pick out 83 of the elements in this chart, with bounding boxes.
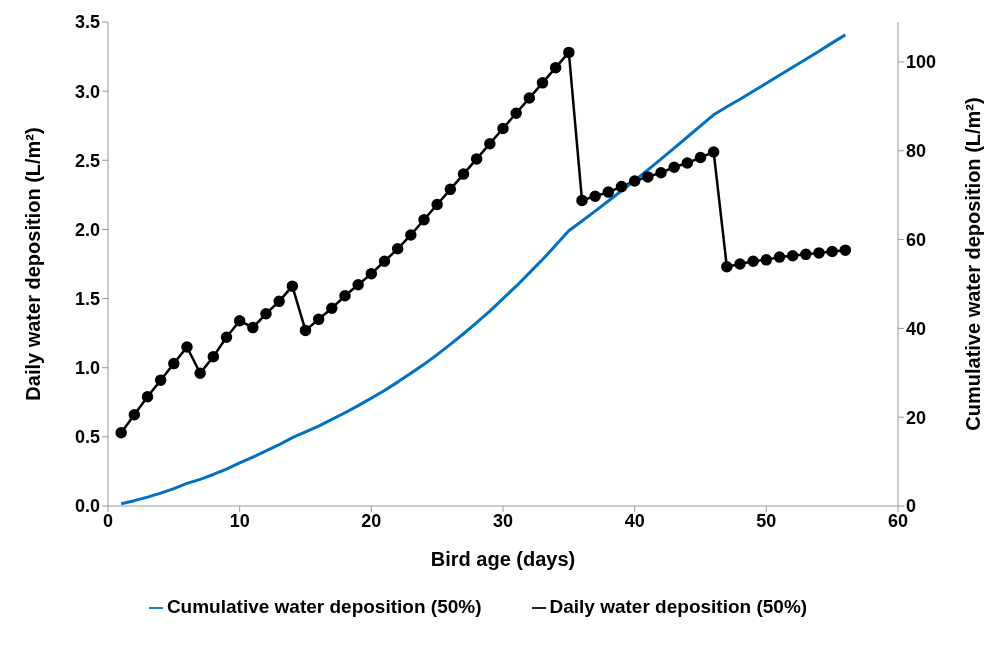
x-tick-label: 60 xyxy=(887,510,909,531)
point xyxy=(510,107,522,120)
point xyxy=(615,180,628,193)
y-tick-label: 1.5 xyxy=(74,288,100,309)
point xyxy=(826,245,838,258)
point xyxy=(576,194,588,207)
x-tick-label: 10 xyxy=(229,510,250,531)
point xyxy=(378,255,391,267)
point xyxy=(734,258,746,270)
point xyxy=(299,324,312,337)
point xyxy=(497,122,509,135)
line-series xyxy=(119,33,847,506)
point xyxy=(470,153,483,165)
point xyxy=(115,426,127,439)
y-axis-title: Daily water deposition (L/m²) xyxy=(22,127,45,401)
point xyxy=(431,198,443,211)
point xyxy=(602,186,615,198)
point xyxy=(694,151,707,164)
point xyxy=(773,251,786,263)
point xyxy=(273,295,285,308)
y2-axis-title: Cumulative water deposition (L/m²) xyxy=(962,97,985,431)
point xyxy=(760,254,773,266)
point xyxy=(312,313,325,326)
point xyxy=(655,166,667,179)
x-tick-label: 0 xyxy=(102,510,114,531)
point xyxy=(286,280,299,292)
point xyxy=(391,243,404,255)
x-axis-title: Bird age (days) xyxy=(430,548,576,570)
point xyxy=(721,261,733,273)
point xyxy=(642,171,654,183)
y2-tick-label: 40 xyxy=(906,318,927,339)
point xyxy=(563,46,575,59)
point xyxy=(536,77,549,89)
y-tick-label: 0.5 xyxy=(74,427,100,448)
y-tick-label: 2.5 xyxy=(74,150,100,171)
y-tick-label: 0.0 xyxy=(74,496,100,517)
point xyxy=(233,314,246,327)
point xyxy=(668,161,680,173)
x-tick-label: 20 xyxy=(361,510,382,531)
point xyxy=(484,137,496,150)
point xyxy=(839,244,852,256)
y2-tick-label: 100 xyxy=(906,52,937,73)
point xyxy=(207,350,220,363)
point xyxy=(457,168,470,180)
y-tick-label: 3.5 xyxy=(74,12,100,33)
point xyxy=(786,249,799,262)
point xyxy=(194,367,206,379)
point xyxy=(405,229,417,241)
point xyxy=(800,248,812,261)
y-tick-label: 3.0 xyxy=(74,81,100,102)
y2-tick-label: 60 xyxy=(906,229,927,250)
point xyxy=(154,374,167,386)
point xyxy=(523,92,536,104)
point xyxy=(628,175,641,187)
point xyxy=(260,308,272,320)
x-tick-label: 50 xyxy=(756,510,777,531)
point xyxy=(444,183,457,196)
point xyxy=(813,247,825,259)
point xyxy=(549,61,562,74)
y2-tick-label: 80 xyxy=(906,141,927,162)
point xyxy=(247,321,259,334)
x-tick-label: 30 xyxy=(492,510,514,531)
point xyxy=(589,190,601,202)
point xyxy=(168,357,180,370)
point xyxy=(181,341,193,353)
point xyxy=(326,302,338,314)
point xyxy=(707,146,720,158)
legend-label: Daily water deposition (50%) xyxy=(549,596,808,617)
y2-tick-label: 20 xyxy=(906,407,927,428)
y2-tick-label: 0 xyxy=(906,496,917,517)
point xyxy=(365,267,378,280)
x-tick-label: 40 xyxy=(624,510,645,531)
point xyxy=(220,331,233,344)
point xyxy=(747,255,759,267)
legend-label: Cumulative water deposition (50%) xyxy=(166,596,482,617)
point xyxy=(352,278,364,291)
point xyxy=(128,408,141,421)
point xyxy=(681,157,694,169)
y-tick-label: 2.0 xyxy=(74,219,100,240)
point xyxy=(339,290,351,302)
point xyxy=(418,214,430,226)
point xyxy=(141,391,154,403)
y-tick-label: 1.0 xyxy=(74,358,100,379)
